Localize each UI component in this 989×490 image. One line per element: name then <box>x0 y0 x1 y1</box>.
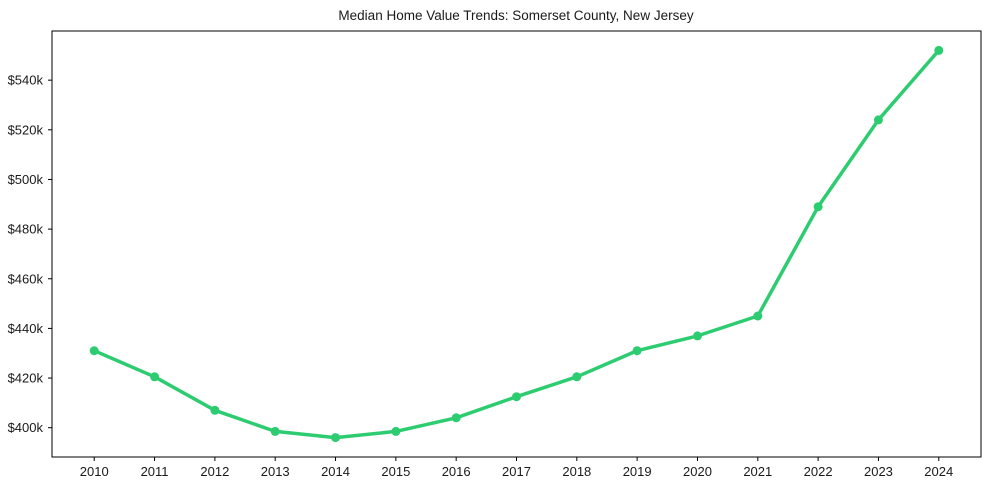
y-tick-label: $440k <box>8 321 44 336</box>
x-tick-label: 2021 <box>743 464 772 479</box>
x-tick-label: 2014 <box>321 464 350 479</box>
x-tick-label: 2019 <box>623 464 652 479</box>
data-point <box>753 311 763 321</box>
x-tick-label: 2022 <box>804 464 833 479</box>
y-tick-label: $520k <box>8 122 44 137</box>
data-point <box>331 433 340 443</box>
data-point <box>270 426 280 436</box>
data-point <box>391 426 401 436</box>
x-tick-label: 2018 <box>562 464 591 479</box>
y-tick-label: $500k <box>8 172 44 187</box>
x-tick-label: 2010 <box>80 464 109 479</box>
x-tick-label: 2013 <box>261 464 290 479</box>
x-tick-label: 2012 <box>200 464 229 479</box>
data-point <box>693 331 702 341</box>
y-tick-label: $480k <box>8 222 44 237</box>
data-point <box>512 392 521 402</box>
x-tick-label: 2023 <box>864 464 893 479</box>
data-point <box>632 346 642 356</box>
x-tick-label: 2015 <box>381 464 410 479</box>
data-point <box>451 413 461 423</box>
y-tick-label: $420k <box>8 371 44 386</box>
x-tick-label: 2024 <box>924 464 953 479</box>
axes-layer: $400k $420k $440k $460k $480k $500k $520k $540k… <box>8 30 982 479</box>
trend-line <box>92 48 941 440</box>
data-point <box>210 405 220 415</box>
chart-title: Median Home Value Trends: Somerset Count… <box>338 8 693 23</box>
data-point <box>934 45 944 55</box>
series-layer <box>89 45 944 443</box>
x-tick-label: 2016 <box>442 464 471 479</box>
y-tick-label: $400k <box>8 420 44 435</box>
x-tick-label: 2017 <box>502 464 531 479</box>
x-tick-label: 2020 <box>683 464 712 479</box>
data-point <box>813 202 823 212</box>
data-point <box>873 115 883 125</box>
data-point <box>89 346 99 356</box>
y-tick-label: $460k <box>8 271 44 286</box>
y-tick-label: $540k <box>8 73 44 88</box>
data-point <box>572 372 582 382</box>
data-point <box>150 372 160 382</box>
x-tick-label: 2011 <box>141 464 169 479</box>
